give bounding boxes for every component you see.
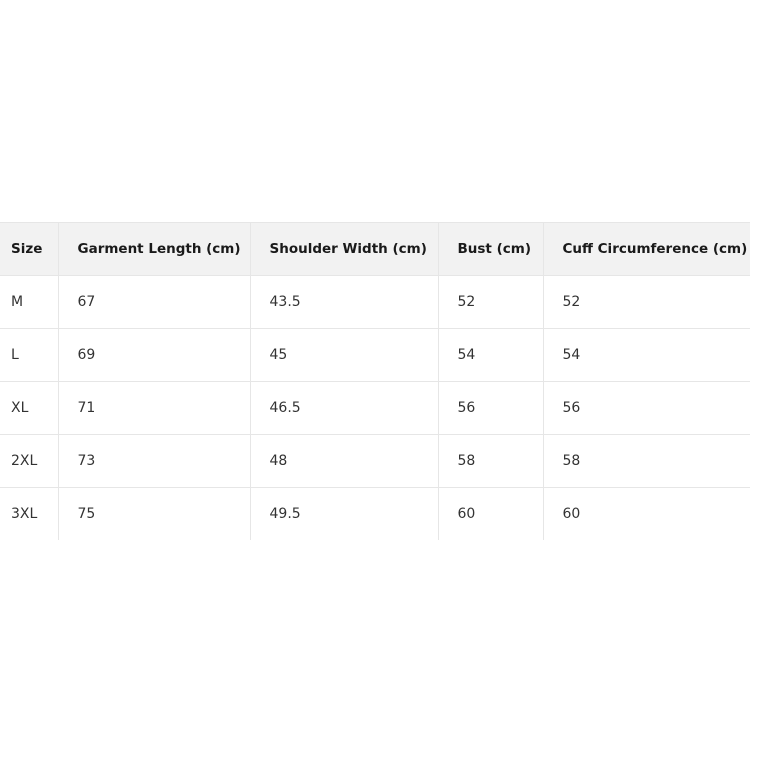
table-row: L 69 45 54 54 (0, 328, 750, 382)
header-bust: Bust (cm) (437, 222, 543, 276)
table-cell: 56 (437, 381, 543, 435)
table-cell: 3XL (11, 506, 38, 522)
table-cell: 71 (57, 381, 250, 435)
header-size: Size (0, 222, 58, 276)
table-cell: 54 (437, 328, 543, 382)
table-cell: M (0, 275, 58, 329)
table-cell: L (0, 328, 58, 382)
table-cell: 67 (57, 275, 250, 329)
table-cell: 69 (57, 328, 250, 382)
table-cell: 73 (57, 434, 250, 488)
header-garment-length: Garment Length (cm) (57, 222, 250, 276)
table-cell: XL (0, 381, 58, 435)
table-cell: 75 (57, 487, 250, 540)
table-cell: 60 (437, 487, 543, 540)
table-cell: 46.5 (249, 381, 438, 435)
table-cell: 49.5 (249, 487, 438, 540)
table-cell: 52 (437, 275, 543, 329)
table-row: 2XL 73 48 58 58 (0, 434, 750, 488)
table-cell: 54 (542, 328, 750, 382)
table-cell: 48 (249, 434, 438, 488)
table-cell: 58 (437, 434, 543, 488)
header-shoulder-width: Shoulder Width (cm) (249, 222, 438, 276)
table-cell: 60 (542, 487, 750, 540)
table-cell: 52 (542, 275, 750, 329)
table-row: M 67 43.5 52 52 (0, 275, 750, 329)
table-cell: 56 (542, 381, 750, 435)
table-row: 3XL 75 49.5 60 60 (0, 487, 750, 540)
size-chart-table: Size Garment Length (cm) Shoulder Width … (0, 222, 750, 540)
table-cell: 2XL (0, 434, 58, 488)
table-header-row: Size Garment Length (cm) Shoulder Width … (0, 222, 750, 276)
table-cell: 58 (542, 434, 750, 488)
table-cell: 45 (249, 328, 438, 382)
header-cuff-circumference: Cuff Circumference (cm) (542, 222, 750, 276)
table-cell: 43.5 (249, 275, 438, 329)
table-row: XL 71 46.5 56 56 (0, 381, 750, 435)
